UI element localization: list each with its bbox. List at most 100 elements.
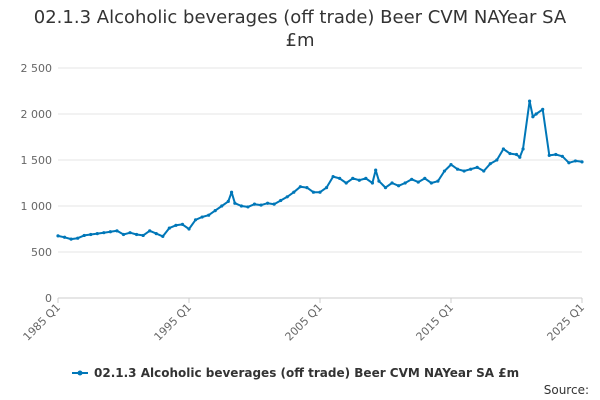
- data-point: [226, 199, 230, 203]
- data-point: [324, 186, 329, 190]
- legend[interactable]: 02.1.3 Alcoholic beverages (off trade) B…: [72, 366, 519, 380]
- data-point: [397, 184, 401, 188]
- data-point: [141, 233, 145, 238]
- y-tick-label: 1 000: [21, 200, 53, 213]
- x-axis: 1985 Q1 1995 Q1 2005 Q1 2015 Q1 2025 Q1: [21, 298, 588, 344]
- legend-label: 02.1.3 Alcoholic beverages (off trade) B…: [94, 366, 519, 380]
- data-point: [357, 178, 361, 182]
- data-point: [239, 204, 243, 208]
- data-point: [102, 231, 106, 235]
- data-point: [298, 185, 302, 189]
- data-point: [279, 198, 283, 203]
- data-point: [423, 176, 427, 180]
- data-point: [501, 147, 505, 151]
- x-tick-label: 1995 Q1: [152, 301, 195, 344]
- data-point: [82, 233, 86, 238]
- data-point: [338, 176, 342, 180]
- data-point: [121, 232, 126, 237]
- data-point: [76, 236, 80, 240]
- data-point: [344, 181, 348, 185]
- series-line: [57, 100, 583, 241]
- source-label: Source:: [544, 383, 589, 397]
- data-point: [518, 155, 522, 159]
- data-point: [541, 107, 545, 111]
- data-point: [403, 181, 407, 185]
- gridlines: [58, 67, 582, 299]
- data-point: [292, 190, 296, 194]
- data-point: [148, 229, 152, 233]
- data-point: [252, 202, 257, 206]
- data-point: [383, 186, 388, 190]
- y-tick-label: 1 500: [21, 154, 53, 167]
- data-point: [229, 190, 234, 194]
- data-point: [488, 162, 492, 166]
- data-point: [193, 218, 198, 222]
- data-point: [554, 152, 558, 157]
- x-tick-label: 2025 Q1: [545, 301, 588, 344]
- data-point: [318, 190, 322, 194]
- data-point: [259, 203, 263, 207]
- data-point: [207, 213, 211, 217]
- data-point: [390, 181, 394, 185]
- data-point: [95, 232, 99, 236]
- data-point: [521, 147, 525, 151]
- data-point: [167, 226, 171, 230]
- data-point: [135, 232, 139, 237]
- data-point: [128, 231, 132, 235]
- data-point: [213, 209, 217, 213]
- data-point: [311, 190, 316, 194]
- data-point: [180, 222, 185, 226]
- data-point: [364, 176, 368, 180]
- data-point: [374, 168, 378, 172]
- data-point: [416, 180, 420, 184]
- data-point: [187, 227, 191, 231]
- data-point: [547, 153, 551, 157]
- data-point: [528, 99, 532, 103]
- data-point: [508, 151, 512, 156]
- data-point: [56, 234, 60, 238]
- chart-title: 02.1.3 Alcoholic beverages (off trade) B…: [33, 7, 567, 51]
- data-point: [108, 230, 112, 234]
- data-point: [351, 176, 355, 180]
- data-point: [514, 152, 519, 157]
- y-tick-label: 0: [45, 292, 52, 305]
- data-point: [305, 186, 309, 190]
- data-point: [429, 181, 433, 185]
- series-layer: [56, 99, 584, 241]
- data-point: [154, 232, 158, 236]
- data-point: [62, 235, 67, 239]
- data-point: [370, 181, 374, 185]
- data-point: [560, 154, 564, 158]
- data-point: [331, 174, 335, 179]
- data-point: [174, 223, 178, 227]
- data-point: [534, 112, 538, 116]
- y-tick-label: 2 500: [21, 62, 53, 75]
- data-point: [475, 165, 479, 169]
- data-point: [377, 179, 381, 183]
- data-point: [531, 115, 535, 119]
- data-point: [580, 160, 584, 164]
- data-point: [200, 215, 204, 219]
- data-point: [246, 205, 250, 209]
- data-point: [469, 167, 473, 171]
- data-point: [449, 163, 453, 167]
- data-point: [161, 234, 165, 238]
- data-point: [220, 204, 224, 208]
- data-point: [69, 237, 73, 241]
- data-point: [442, 169, 447, 173]
- data-point: [115, 229, 119, 233]
- x-tick-label: 1985 Q1: [21, 301, 64, 344]
- data-point: [233, 201, 237, 205]
- data-point: [482, 169, 486, 173]
- data-point: [410, 177, 414, 181]
- y-axis: 0 500 1 000 1 500 2 000 2 500: [21, 62, 53, 305]
- x-tick-label: 2005 Q1: [283, 301, 326, 344]
- legend-marker: [77, 370, 83, 376]
- x-tick-label: 2015 Q1: [414, 301, 457, 344]
- data-point: [436, 179, 440, 183]
- data-point: [266, 201, 270, 205]
- y-tick-label: 2 000: [21, 108, 53, 121]
- data-point: [89, 232, 93, 237]
- data-point: [573, 159, 578, 163]
